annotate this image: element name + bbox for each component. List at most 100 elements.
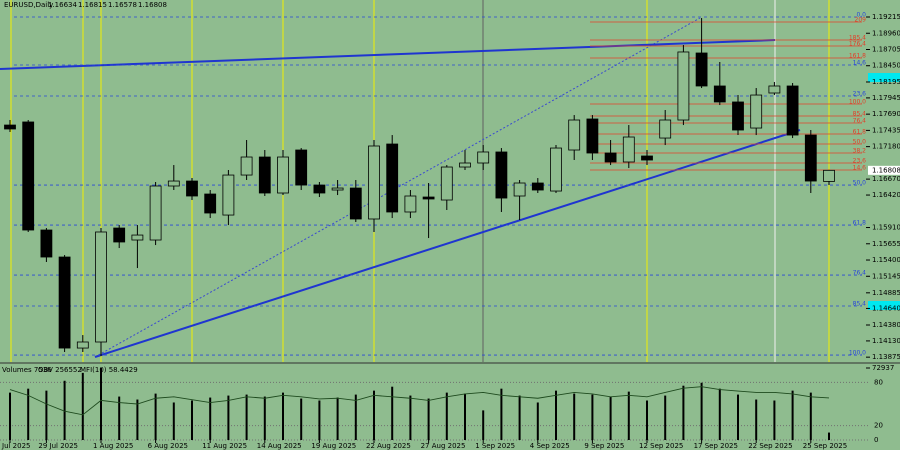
candle-body <box>331 187 344 191</box>
candle-body <box>277 156 289 194</box>
candle-body <box>531 182 544 191</box>
candle-body <box>786 85 799 136</box>
volume-bar <box>500 388 503 440</box>
candle-body <box>459 162 471 168</box>
y-tick-label: 1.15910 <box>872 224 900 232</box>
candle-body <box>422 196 435 200</box>
y-tick-label: 1.17690 <box>872 110 900 118</box>
volume-bar <box>627 391 630 440</box>
trend-line <box>0 39 776 70</box>
fib-label: 23.6 <box>853 158 867 165</box>
fib-label: 50.0 <box>853 180 867 187</box>
fib-label: 85.4 <box>853 110 867 117</box>
candle-body <box>495 151 508 199</box>
x-tick-label: 22 Sep 2025 <box>748 442 792 450</box>
candle-body <box>568 119 581 151</box>
volume-bar <box>118 396 121 440</box>
volume-bar <box>300 398 303 440</box>
candle-body <box>258 156 271 194</box>
candle-body <box>440 166 453 201</box>
x-tick-label: 11 Aug 2025 <box>202 442 247 450</box>
candle-body <box>368 145 380 220</box>
fib-label: 14.6 <box>853 60 867 67</box>
volume-bar <box>755 399 758 440</box>
x-tick-label: 19 Aug 2025 <box>311 442 356 450</box>
volume-bar <box>518 395 521 440</box>
volume-bar <box>373 390 375 440</box>
candle-body <box>40 229 53 258</box>
x-tick-label: 27 Aug 2025 <box>421 442 466 450</box>
volume-bar <box>573 393 576 440</box>
fib-label: 61.8 <box>853 220 867 227</box>
header-high: 1.16815 <box>78 1 107 9</box>
candle-body <box>240 156 253 176</box>
volume-bar <box>245 394 248 440</box>
volume-bar <box>136 399 139 440</box>
volume-bar <box>282 392 284 440</box>
volume-bar <box>682 385 685 440</box>
fib-label: 76.4 <box>853 270 867 277</box>
candle-body <box>732 101 744 131</box>
candle-body <box>131 234 144 241</box>
fib-label: 14.6 <box>853 165 867 172</box>
y-tick-label: 1.18450 <box>872 62 900 70</box>
header-close: 1.16808 <box>138 1 167 9</box>
x-tick-label: 25 Sep 2025 <box>803 442 847 450</box>
candle-body <box>677 51 690 121</box>
volume-bar <box>45 390 48 440</box>
volume-bar <box>209 397 212 440</box>
volume-bar <box>9 392 11 440</box>
candle-body <box>768 85 781 94</box>
fib-label: 85.4 <box>853 301 867 308</box>
candle-body <box>222 174 235 216</box>
y-tick-label: 1.14885 <box>872 289 900 297</box>
y-tick-label: 1.18705 <box>872 45 900 53</box>
x-tick-label: 12 Sep 2025 <box>639 442 683 450</box>
fib-label: 161.8 <box>849 53 866 60</box>
candle-body <box>713 85 726 103</box>
y-tick-label: 1.16420 <box>872 191 900 199</box>
mfi-line <box>9 386 830 416</box>
y2-tick-label: 80 <box>874 378 883 386</box>
candle-body <box>513 182 526 197</box>
indicator-label: Volumes 7536 <box>2 366 52 374</box>
candle-body <box>22 121 35 231</box>
price-highlight <box>868 301 900 310</box>
fib-label: 185.4 <box>849 35 866 42</box>
volume-bar <box>154 393 157 440</box>
x-tick-label: 22 Aug 2025 <box>366 442 411 450</box>
y-tick-label: 1.18195 <box>872 78 900 86</box>
volume-bar <box>737 394 739 440</box>
axes: Jul 2025 29 Jul 2025 1 Aug 2025 6 Aug 2025 1… <box>1 13 900 450</box>
candle-body <box>695 52 708 87</box>
fib-label: 38.2 <box>853 148 867 155</box>
volume-bar <box>609 396 612 440</box>
volume-bar <box>773 400 776 440</box>
fib-label: 23.6 <box>853 90 867 97</box>
candle-body <box>4 124 16 130</box>
x-tick-label: 9 Sep 2025 <box>584 442 624 450</box>
candle-body <box>641 155 653 161</box>
volume-bar <box>427 398 430 440</box>
current-price: 1.16808 <box>872 166 900 174</box>
x-tick-label: Jul 2025 <box>1 442 31 450</box>
channel-line <box>94 17 701 358</box>
x-tick-label: 1 Sep 2025 <box>475 442 515 450</box>
volume-bar <box>700 382 703 440</box>
volume-bar <box>63 380 66 440</box>
x-tick-label: 1 Aug 2025 <box>93 442 133 450</box>
volume-bar <box>172 402 175 440</box>
fib-label: 61.8 <box>853 129 867 136</box>
candle-body <box>404 195 417 213</box>
y2-tick-label: 20 <box>874 422 883 430</box>
price-highlight <box>868 73 900 82</box>
y-tick-label: 1.17180 <box>872 143 900 151</box>
volume-bar <box>591 394 594 440</box>
y2-tick-label: 0 <box>874 436 878 444</box>
candle-body <box>349 187 362 220</box>
candle-body <box>604 152 617 163</box>
x-tick-label: 6 Aug 2025 <box>148 442 188 450</box>
